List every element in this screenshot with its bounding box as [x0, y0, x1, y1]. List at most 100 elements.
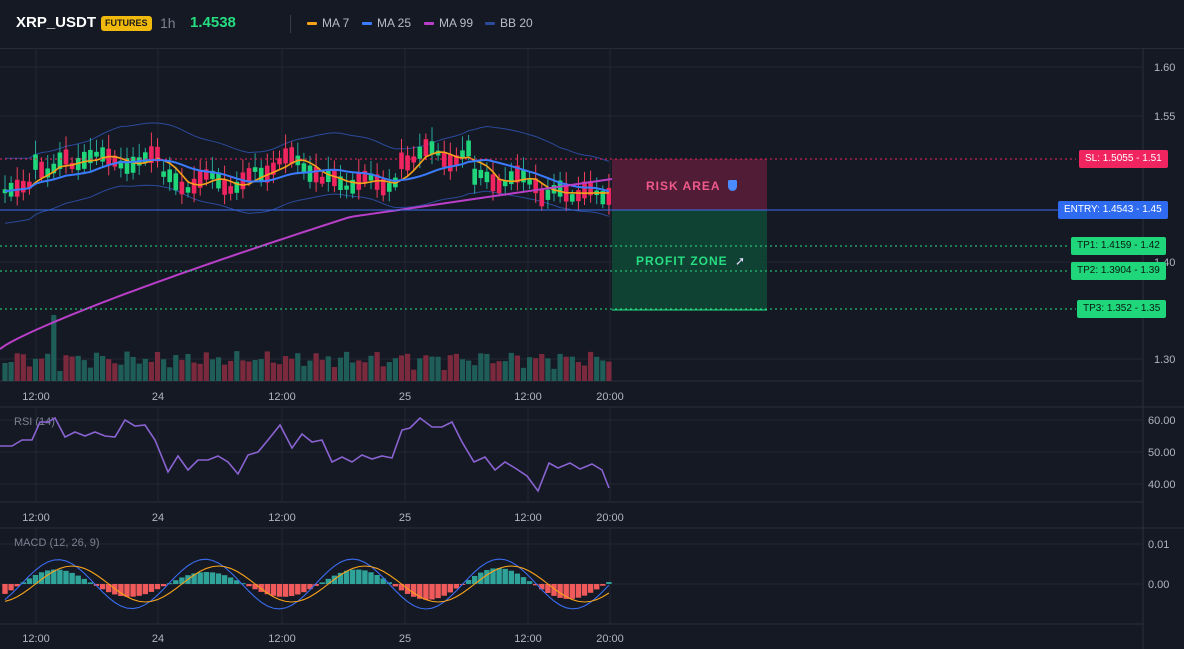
macd-hist-bar-36 — [221, 575, 228, 584]
macd-hist-bar-17 — [106, 584, 112, 593]
candle-body-13 — [82, 151, 87, 169]
tp1-tag-short: 1.42 — [1140, 240, 1160, 251]
candle-body-72 — [441, 152, 447, 167]
bb-upper-line — [4, 122, 610, 162]
volume-bar-51 — [313, 353, 319, 381]
macd-hist-bar-93 — [569, 584, 575, 599]
macd-hist-bar-0 — [2, 584, 8, 594]
candle-body-77 — [472, 168, 477, 185]
macd-signal-line — [4, 565, 610, 603]
macd-hist-bar-45 — [276, 584, 283, 597]
tp1-tag-value: TP1: 1.4159 — [1077, 240, 1132, 251]
volume-bar-98 — [600, 360, 606, 381]
volume-bar-53 — [325, 356, 331, 381]
candle-body-51 — [313, 167, 319, 183]
legend-label-ma25: MA 25 — [377, 16, 412, 30]
macd-hist-bar-22 — [136, 584, 142, 596]
candle-body-5 — [33, 154, 38, 170]
taxis2-label-3: 25 — [399, 512, 411, 524]
macd-hist-bar-28 — [173, 580, 179, 584]
candle-body-41 — [252, 167, 258, 172]
candle-body-55 — [338, 176, 343, 191]
macd-hist-bar-39 — [240, 583, 246, 585]
macd-hist-bar-88 — [539, 584, 545, 590]
rsi-time-axis[interactable]: 12:00 24 12:00 25 12:00 20:00 — [22, 512, 624, 524]
legend-bb20[interactable]: BB 20 — [485, 16, 533, 30]
candle-body-20 — [124, 158, 130, 174]
macd-hist-bar-69 — [423, 584, 429, 600]
macd-hist-bar-78 — [478, 572, 484, 584]
profit-zone-box[interactable] — [612, 210, 767, 310]
candle-body-66 — [405, 155, 410, 171]
macd-hist-bar-12 — [75, 575, 81, 584]
macd-time-axis[interactable]: 12:00 24 12:00 25 12:00 20:00 — [22, 633, 624, 645]
macd-hist-bar-73 — [447, 584, 453, 593]
volume-bar-52 — [319, 359, 325, 381]
candle-body-89 — [545, 189, 551, 200]
timeframe-label[interactable]: 1h — [160, 15, 176, 31]
volume-bar-33 — [203, 352, 209, 381]
rsi-line — [0, 416, 610, 493]
candle-body-37 — [228, 186, 233, 194]
taxis2-label-0: 12:00 — [22, 512, 50, 524]
volume-bar-42 — [258, 359, 264, 381]
legend-swatch-ma99 — [424, 21, 434, 25]
volume-bar-71 — [435, 356, 441, 381]
legend-ma99[interactable]: MA 99 — [424, 16, 473, 30]
taxis2-label-5: 20:00 — [596, 512, 624, 524]
volume-bar-56 — [344, 351, 350, 381]
macd-hist-bar-55 — [337, 572, 344, 584]
macd-hist-bar-24 — [148, 584, 155, 592]
sl-tag-value: SL: 1.5055 — [1085, 153, 1134, 164]
volume-bar-54 — [331, 367, 337, 381]
candle-body-38 — [234, 181, 240, 193]
legend-ma7[interactable]: MA 7 — [307, 16, 349, 30]
candle-body-15 — [94, 151, 99, 157]
volume-bar-62 — [380, 366, 386, 381]
macd-label[interactable]: MACD (12, 26, 9) — [14, 537, 100, 549]
risk-area-box[interactable] — [612, 159, 767, 210]
candle-body-91 — [557, 180, 563, 197]
candle-body-26 — [161, 171, 166, 177]
entry-tag[interactable]: ENTRY: 1.4543 - 1.45 — [1058, 201, 1168, 219]
volume-bar-65 — [398, 355, 405, 381]
taxis3-label-5: 20:00 — [596, 633, 624, 645]
candle-body-60 — [368, 173, 374, 181]
rsi-tick-50: 50.00 — [1148, 447, 1176, 459]
volume-bar-20 — [124, 351, 130, 381]
taxis1-label-1: 24 — [152, 391, 164, 403]
sl-tag[interactable]: SL: 1.5055 - 1.51 — [1079, 150, 1168, 168]
candle-body-61 — [374, 174, 380, 190]
risk-area-label: RISK AREA — [646, 179, 738, 193]
macd-hist-bar-97 — [594, 584, 600, 590]
volume-bar-57 — [350, 362, 356, 381]
volume-bar-86 — [527, 357, 533, 381]
tp2-tag[interactable]: TP2: 1.3904 - 1.39 — [1071, 262, 1166, 280]
macd-hist-bar-5 — [32, 575, 39, 584]
candle-body-7 — [45, 168, 50, 178]
tp1-tag[interactable]: TP1: 1.4159 - 1.42 — [1071, 237, 1166, 255]
macd-hist-bar-4 — [26, 578, 33, 584]
candle-body-52 — [319, 176, 325, 184]
volume-bar-4 — [26, 366, 32, 381]
candle-body-8 — [51, 163, 57, 174]
macd-hist-bar-76 — [465, 579, 472, 584]
candle-body-25 — [155, 146, 160, 162]
tp3-tag[interactable]: TP3: 1.352 - 1.35 — [1077, 300, 1167, 318]
symbol-name[interactable]: XRP_USDT — [16, 14, 97, 31]
main-time-axis[interactable]: 12:00 24 12:00 25 12:00 20:00 — [22, 391, 624, 403]
volume-bar-59 — [362, 362, 368, 381]
volume-bar-48 — [295, 353, 301, 381]
candle-body-46 — [283, 148, 288, 164]
volume-bar-32 — [197, 363, 203, 381]
macd-hist-bar-61 — [374, 575, 380, 584]
macd-hist-bar-46 — [282, 584, 289, 597]
legend-ma25[interactable]: MA 25 — [362, 16, 411, 30]
volume-bar-8 — [51, 315, 57, 381]
volume-bar-39 — [240, 360, 246, 381]
rsi-label[interactable]: RSI (14) — [14, 416, 55, 428]
macd-hist-bar-40 — [246, 584, 252, 587]
candle-body-16 — [100, 147, 105, 162]
macd-hist-bar-82 — [502, 568, 508, 584]
